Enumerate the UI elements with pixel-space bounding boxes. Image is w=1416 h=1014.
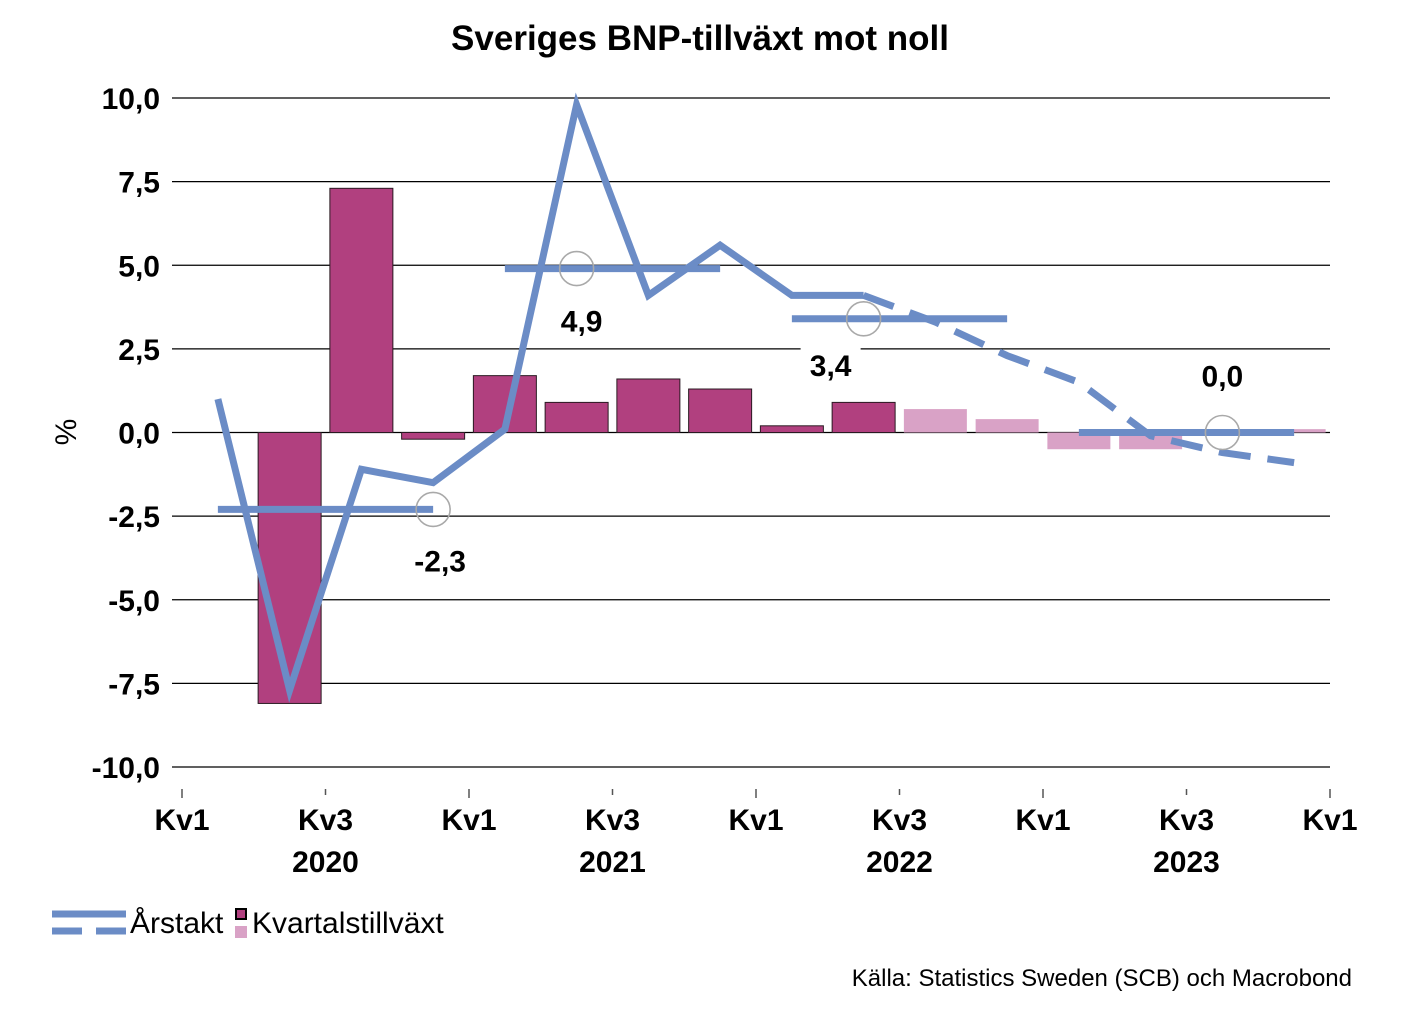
annual-average-label: -2,3 xyxy=(414,545,466,578)
annual-average-marker xyxy=(1204,414,1241,451)
quarterly-growth-bar xyxy=(616,378,681,434)
annual-average-label: 3,4 xyxy=(810,350,852,383)
y-tick-label: 2,5 xyxy=(118,334,160,367)
quarterly-growth-bar xyxy=(544,401,609,433)
legend-label-annual-rate: Årstakt xyxy=(130,907,224,940)
x-year-label: 2020 xyxy=(292,846,359,879)
annual-average-label-background xyxy=(410,543,471,578)
y-tick-label: 5,0 xyxy=(118,250,160,283)
x-year-label: 2022 xyxy=(866,846,933,879)
annual-rate-line xyxy=(214,92,864,703)
annual-average-label-background xyxy=(1192,358,1253,393)
quarterly-growth-bar xyxy=(831,401,896,433)
quarterly-growth-forecast-bar xyxy=(975,419,1039,433)
x-tick-label: Kv3 xyxy=(585,804,640,837)
x-year-label: 2023 xyxy=(1153,846,1220,879)
y-axis: 10,0 7,5 5,0 2,5 0,0 -2,5 -5,0 -7,5 -10,0 xyxy=(92,83,160,785)
quarterly-growth-forecast-bar xyxy=(1119,432,1183,450)
y-tick-label: 10,0 xyxy=(102,83,160,116)
y-tick-label: -5,0 xyxy=(108,585,160,618)
y-axis-label: % xyxy=(50,419,83,446)
annual-average-label: 4,9 xyxy=(561,306,603,339)
quarterly-growth-bar xyxy=(401,432,466,440)
annual-average-marker xyxy=(415,491,451,528)
annual-average-label-background xyxy=(800,347,861,382)
x-tick-label: Kv3 xyxy=(298,804,353,837)
y-tick-label: -7,5 xyxy=(108,668,160,701)
x-year-label: 2021 xyxy=(579,846,646,879)
quarterly-growth-bar xyxy=(257,432,322,704)
quarterly-growth-bar xyxy=(688,388,753,434)
annual-average-label-background xyxy=(551,303,612,338)
legend-bar-swatch-icon xyxy=(235,908,247,920)
annual-average-labels: -2,3 4,9 3,4 0,0 xyxy=(410,303,1253,578)
x-tick-label: Kv1 xyxy=(441,804,496,837)
annual-average-marker xyxy=(558,250,595,287)
x-tick-label: Kv3 xyxy=(872,804,927,837)
y-tick-label: -2,5 xyxy=(108,501,160,534)
legend-bar-forecast-swatch-icon xyxy=(235,926,247,938)
x-tick-label: Kv1 xyxy=(728,804,783,837)
quarterly-growth-forecast-bar xyxy=(1047,432,1111,450)
y-tick-label: -10,0 xyxy=(92,752,160,785)
legend-label-quarterly-growth: Kvartalstillväxt xyxy=(252,907,444,940)
legend: Årstakt Kvartalstillväxt xyxy=(52,907,444,940)
y-tick-label: 7,5 xyxy=(118,167,160,200)
quarterly-growth-bar xyxy=(329,187,394,433)
annual-average-label: 0,0 xyxy=(1202,361,1244,394)
source-note: Källa: Statistics Sweden (SCB) och Macro… xyxy=(852,965,1352,992)
y-tick-label: 0,0 xyxy=(118,418,160,451)
x-tick-label: Kv3 xyxy=(1159,804,1214,837)
x-tick-label: Kv1 xyxy=(1015,804,1070,837)
quarterly-growth-bars xyxy=(257,187,1326,704)
chart-title: Sveriges BNP-tillväxt mot noll xyxy=(451,19,949,58)
quarterly-growth-forecast-bar xyxy=(903,409,967,433)
x-axis: Kv1 Kv3 2020 Kv1 Kv3 2021 Kv1 Kv3 2022 Kv1 Kv3 2023… xyxy=(154,789,1358,879)
x-tick-label: Kv1 xyxy=(154,804,209,837)
quarterly-growth-bar xyxy=(759,425,824,433)
x-tick-label: Kv1 xyxy=(1302,804,1357,837)
annual-average-marker xyxy=(845,300,882,337)
annual-averages xyxy=(217,250,1295,528)
